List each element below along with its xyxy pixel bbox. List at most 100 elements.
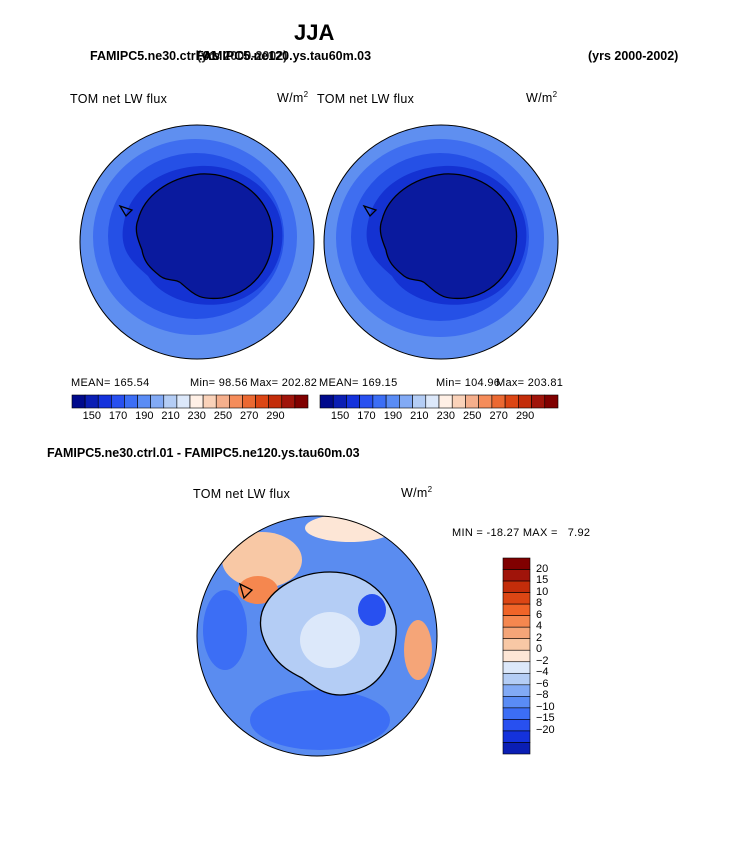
right-colorbar-tick-label: 270: [489, 410, 508, 422]
left-colorbar-swatch: [97, 394, 112, 409]
diff-cool-patch-1: [250, 690, 390, 750]
diff-colorbar-swatch: [502, 742, 531, 755]
right-colorbar-tick-label: 230: [436, 410, 455, 422]
diff-colorbar-tick-label: −15: [536, 712, 555, 725]
right-colorbar-swatch: [359, 394, 374, 409]
right-colorbar-swatch: [372, 394, 387, 409]
diff-colorbar-swatch: [502, 707, 531, 720]
diff-colorbar-swatch: [502, 684, 531, 697]
left-antarctica: [136, 173, 273, 299]
left-colorbar-tick-label: 210: [161, 410, 180, 422]
left-colorbar-tick-label: 170: [108, 410, 128, 422]
left-colorbar-swatch: [242, 394, 256, 409]
diff-coastline: [238, 571, 397, 696]
left-colorbar-swatch: [215, 394, 230, 409]
left-colorbar: [71, 394, 309, 409]
left-colorbar-swatch: [229, 394, 243, 409]
right-colorbar-swatch: [491, 394, 506, 409]
diff-colorbar-swatch: [502, 730, 531, 743]
left-colorbar-tick-label: 150: [82, 410, 102, 422]
right-colorbar-swatch: [465, 394, 479, 409]
left-colorbar-swatch: [111, 394, 125, 409]
right-units-text: W/m: [526, 91, 553, 106]
right-colorbar-swatch: [518, 394, 532, 409]
left-max: Max= 202.82: [250, 377, 318, 389]
diff-colorbar-tick-label: −4: [536, 666, 549, 679]
left-colorbar-swatch: [255, 394, 269, 409]
right-colorbar-tick-label: 210: [410, 410, 429, 422]
diff-colorbar-tick-label: 4: [536, 620, 543, 633]
diff-cool-patch-2: [203, 590, 247, 670]
diff-colorbar-swatch: [502, 580, 531, 593]
diff-colorbar-swatch: [502, 696, 531, 709]
diff-colorbar-swatch: [502, 719, 531, 732]
case-b-title: FAMIPC5.ne120.ys.tau60m.03: [196, 49, 372, 63]
right-polar-map: [323, 124, 559, 360]
right-min: Min= 104.96: [436, 377, 501, 389]
diff-colorbar-tick-label: −6: [536, 677, 549, 690]
right-colorbar-swatch: [346, 394, 360, 409]
left-polar-map: [79, 124, 315, 360]
diff-colorbar-swatch: [502, 626, 531, 640]
right-colorbar-tick-label: 150: [330, 410, 350, 422]
left-colorbar-swatch: [281, 394, 296, 409]
left-colorbar-swatch: [71, 394, 86, 409]
right-mean: MEAN= 169.15: [319, 377, 398, 389]
diff-cool-patch-3: [358, 594, 386, 626]
diff-colorbar-tick-label: −10: [536, 700, 555, 713]
right-map-border: [323, 124, 559, 360]
diff-colorbar-swatch: [502, 672, 531, 686]
diff-warm-patch-2: [305, 516, 395, 542]
case-a-title: FAMIPC5.ne30.ctrl.01: [90, 49, 217, 63]
left-coastline: [118, 173, 274, 300]
right-colorbar-swatch: [531, 394, 546, 409]
diff-units-sup: 2: [427, 485, 433, 494]
diff-colorbar-tick-label: −20: [536, 723, 555, 736]
diff-colorbar-tick-label: 6: [536, 608, 543, 621]
left-colorbar-swatch: [268, 394, 283, 409]
right-colorbar-swatch: [504, 394, 519, 409]
right-plot-title: TOM net LW flux: [317, 92, 415, 106]
right-colorbar-tick-label: 290: [515, 410, 535, 422]
diff-colorbar: [502, 557, 531, 755]
diff-colorbar-tick-label: 15: [536, 574, 549, 587]
left-colorbar-swatch: [84, 394, 99, 409]
years-label-right: (yrs 2000-2002): [588, 49, 679, 63]
left-colorbar-swatch: [176, 394, 191, 409]
diff-colorbar-tick-label: 2: [536, 631, 543, 644]
diff-minmax: MIN = -18.27 MAX = 7.92: [452, 527, 591, 539]
right-colorbar-tick-label: 250: [463, 410, 482, 422]
right-units-sup: 2: [552, 90, 558, 99]
left-colorbar-tick-label: 270: [240, 410, 259, 422]
left-mean: MEAN= 165.54: [71, 377, 150, 389]
diff-units-text: W/m: [401, 486, 428, 501]
diff-plot-title: TOM net LW flux: [193, 487, 291, 501]
left-units-text: W/m: [277, 91, 304, 106]
season-title: JJA: [294, 20, 335, 45]
left-colorbar-tick-label: 290: [266, 410, 285, 422]
diff-colorbar-swatch: [502, 661, 531, 674]
diff-plot-units: W/m2: [401, 485, 432, 500]
left-colorbar-swatch: [137, 394, 151, 409]
left-colorbar-swatch: [294, 394, 309, 409]
diff-colorbar-tick-label: −2: [536, 654, 549, 667]
diff-polar-map: [196, 515, 438, 757]
left-colorbar-swatch: [150, 394, 165, 409]
diff-colorbar-swatch: [502, 649, 531, 663]
diff-warm-patch-3: [404, 620, 432, 680]
diff-colorbar-swatch: [502, 592, 531, 605]
right-antarctica: [380, 173, 517, 299]
diff-colorbar-tick-label: 8: [536, 597, 543, 610]
diff-warm-patch-1: [222, 532, 302, 588]
right-colorbar-swatch: [478, 394, 493, 409]
right-colorbar-swatch: [319, 394, 334, 409]
left-colorbar-swatch: [202, 394, 217, 409]
diff-inner-patch: [300, 612, 360, 668]
left-units-sup: 2: [303, 90, 309, 99]
right-colorbar-swatch: [425, 394, 440, 409]
right-colorbar-tick-label: 170: [357, 410, 376, 422]
right-colorbar-swatch: [451, 394, 466, 409]
diff-colorbar-swatch: [502, 603, 531, 616]
right-colorbar: [319, 394, 559, 409]
